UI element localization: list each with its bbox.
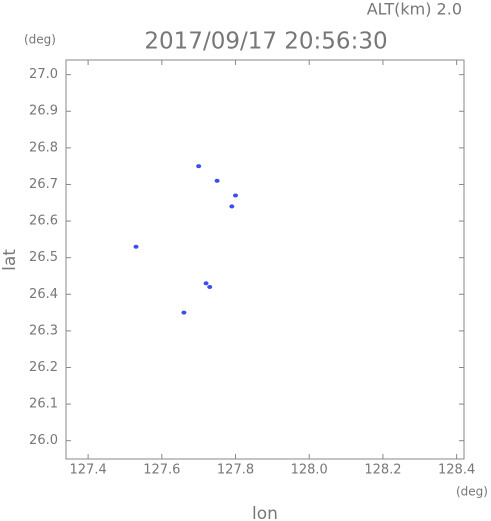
echo-point xyxy=(196,164,202,169)
y-tick-label: 26.6 xyxy=(29,214,58,229)
echo-point xyxy=(229,204,235,209)
x-tick-label: 128.0 xyxy=(291,463,328,478)
echo-point xyxy=(133,244,139,249)
echo-point xyxy=(203,281,209,286)
y-axis-label: lat xyxy=(0,249,20,271)
echo-point xyxy=(214,178,220,183)
y-tick-label: 26.2 xyxy=(29,360,58,375)
y-tick-label: 26.5 xyxy=(29,250,58,265)
annotation: ALT(km) 2.0 xyxy=(367,0,462,19)
y-tick-label: 26.3 xyxy=(29,323,58,338)
y-tick-label: 26.0 xyxy=(29,433,58,448)
y-tick-label: 27.0 xyxy=(29,67,58,82)
y-tick-label: 26.8 xyxy=(29,140,58,155)
x-axis-label: lon xyxy=(252,504,278,521)
x-unit: (deg) xyxy=(456,485,488,499)
y-tick-label: 26.4 xyxy=(29,287,58,302)
x-tick-label: 127.6 xyxy=(143,463,180,478)
x-tick-label: 128.4 xyxy=(438,463,475,478)
echo-point xyxy=(233,193,239,198)
x-tick-label: 128.2 xyxy=(364,463,401,478)
x-tick-label: 127.4 xyxy=(70,463,107,478)
echo-point xyxy=(207,284,213,289)
echo-point xyxy=(181,310,187,315)
y-tick-label: 26.7 xyxy=(29,177,58,192)
x-tick-label: 127.8 xyxy=(217,463,254,478)
y-tick-label: 26.1 xyxy=(29,397,58,412)
y-unit: (deg) xyxy=(24,33,56,47)
chart-title: 2017/09/17 20:56:30 xyxy=(144,29,387,55)
plot-frame xyxy=(65,59,465,460)
y-tick-label: 26.9 xyxy=(29,104,58,119)
